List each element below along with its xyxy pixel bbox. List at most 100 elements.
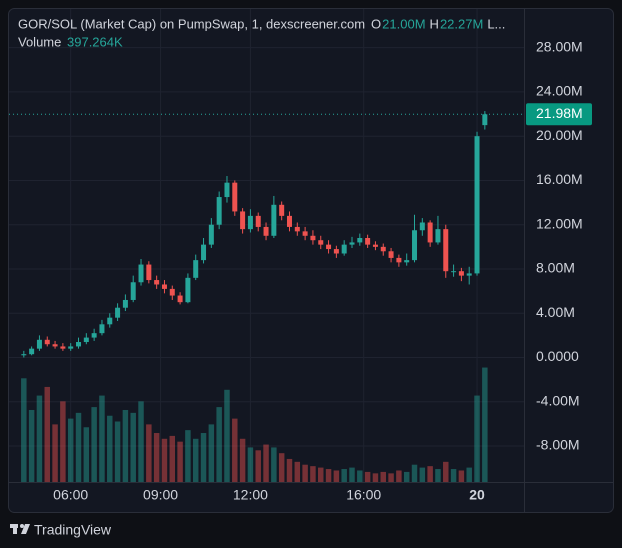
candle-body bbox=[341, 244, 347, 254]
volume-bar bbox=[75, 412, 82, 482]
candle-body bbox=[138, 264, 144, 283]
y-tick-label: 28.00M bbox=[536, 38, 583, 54]
legend-value: 22.27M bbox=[440, 16, 483, 31]
volume-bar bbox=[302, 464, 308, 482]
candle-body bbox=[146, 264, 152, 281]
candle-body bbox=[451, 271, 457, 273]
volume-bar bbox=[161, 438, 168, 482]
volume-bar bbox=[450, 469, 457, 482]
candle-body bbox=[44, 339, 50, 345]
candle-body bbox=[122, 299, 128, 308]
candles bbox=[21, 111, 488, 358]
candle-body bbox=[169, 288, 175, 296]
branding: TradingView bbox=[34, 522, 112, 538]
volume-bar bbox=[380, 471, 386, 482]
volume-bar bbox=[396, 470, 402, 482]
volume-bar bbox=[372, 473, 379, 482]
candle-body bbox=[201, 244, 207, 261]
candle-body bbox=[247, 215, 253, 230]
volume-bar bbox=[458, 470, 465, 482]
volume-bar bbox=[36, 395, 43, 482]
chart-panel bbox=[8, 8, 614, 513]
volume-bar bbox=[403, 471, 410, 482]
last-price-label: 21.98M bbox=[536, 105, 583, 121]
volume-bar bbox=[21, 378, 27, 482]
candle-body bbox=[388, 251, 394, 258]
candle-body bbox=[232, 182, 238, 212]
candle-body bbox=[286, 215, 292, 227]
candle-body bbox=[427, 222, 433, 243]
candle-body bbox=[255, 215, 261, 227]
volume-bar bbox=[318, 467, 324, 482]
legend-key: L... bbox=[487, 16, 505, 31]
x-tick-label: 16:00 bbox=[346, 487, 381, 503]
candle-body bbox=[193, 260, 199, 278]
candle-body bbox=[99, 324, 105, 334]
volume-bar bbox=[419, 467, 426, 482]
volume-bar bbox=[192, 438, 199, 482]
y-tick-label: 0.0000 bbox=[536, 348, 579, 364]
legend-key: O bbox=[371, 16, 381, 31]
volume-bar bbox=[427, 466, 433, 482]
candle-body bbox=[294, 226, 300, 232]
candle-body bbox=[372, 244, 378, 247]
volume-bar bbox=[169, 435, 176, 482]
volume-bar bbox=[83, 427, 90, 482]
volume-bar bbox=[310, 466, 316, 482]
volume-bar bbox=[349, 467, 355, 482]
candle-body bbox=[310, 235, 316, 241]
volume-bar bbox=[388, 473, 394, 482]
volume-bar bbox=[91, 407, 97, 482]
volume-bar bbox=[122, 409, 129, 482]
candle-body bbox=[365, 237, 371, 245]
x-tick-label: 06:00 bbox=[53, 487, 88, 503]
volume-bar bbox=[364, 471, 371, 482]
legend-key: H bbox=[430, 16, 439, 31]
candle-body bbox=[21, 354, 27, 356]
volume-bar bbox=[99, 395, 105, 482]
volume-bar bbox=[286, 458, 293, 482]
y-tick-label: 16.00M bbox=[536, 171, 583, 187]
candle-body bbox=[326, 244, 332, 250]
volume-bar bbox=[482, 367, 488, 482]
candle-body bbox=[76, 342, 82, 347]
candle-body bbox=[161, 284, 167, 289]
y-tick-label: 4.00M bbox=[536, 304, 575, 320]
volume-bar bbox=[325, 469, 332, 482]
volume-bar bbox=[435, 469, 441, 482]
candle-body bbox=[36, 339, 42, 349]
candle-body bbox=[68, 346, 74, 349]
candle-body bbox=[208, 224, 214, 245]
candle-body bbox=[435, 229, 441, 243]
volume-bar bbox=[208, 424, 215, 482]
candle-body bbox=[154, 280, 160, 285]
candle-body bbox=[357, 237, 363, 243]
volume-bar bbox=[28, 409, 35, 482]
candle-body bbox=[404, 260, 410, 263]
candle-body bbox=[466, 273, 472, 276]
y-tick-label: -8.00M bbox=[536, 437, 580, 453]
candle-body bbox=[60, 346, 66, 349]
volume-bar bbox=[239, 438, 246, 482]
candle-body bbox=[130, 282, 136, 300]
x-tick-label: 12:00 bbox=[233, 487, 268, 503]
y-tick-label: 12.00M bbox=[536, 215, 583, 231]
volume-bar bbox=[263, 444, 269, 482]
candle-body bbox=[349, 242, 355, 245]
volume-bar bbox=[341, 469, 347, 482]
volume-bar bbox=[278, 453, 285, 482]
candle-body bbox=[474, 136, 480, 274]
volume-bar bbox=[255, 450, 261, 482]
volume-bar bbox=[107, 415, 113, 482]
x-tick-label: 09:00 bbox=[143, 487, 178, 503]
last-price-badge bbox=[526, 103, 592, 126]
candle-body bbox=[419, 222, 425, 231]
candle-body bbox=[333, 249, 339, 254]
candle-body bbox=[29, 348, 35, 355]
candle-body bbox=[216, 197, 222, 225]
branding-logo bbox=[10, 524, 30, 534]
volume-bar bbox=[232, 418, 238, 482]
y-tick-label: 8.00M bbox=[536, 260, 575, 276]
y-tick-label: 24.00M bbox=[536, 83, 583, 99]
candle-body bbox=[107, 317, 113, 325]
